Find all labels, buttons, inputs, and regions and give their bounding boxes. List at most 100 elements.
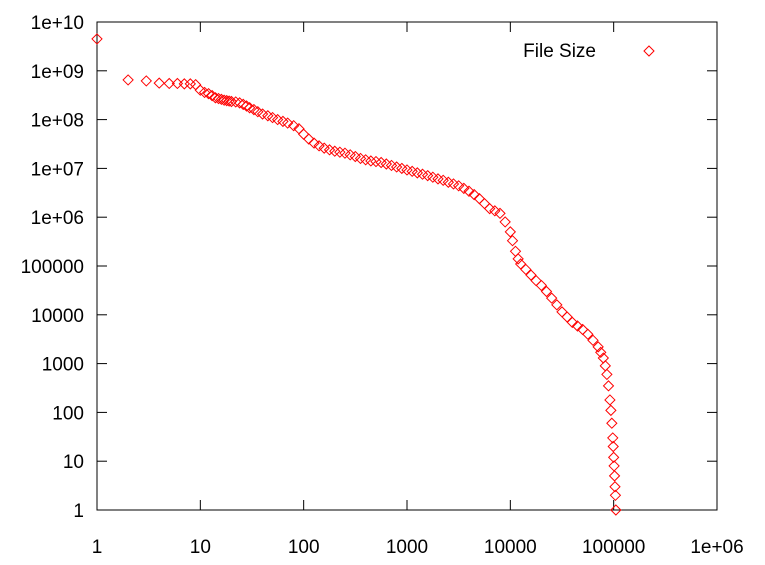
- data-point: [365, 155, 377, 167]
- data-point: [506, 234, 519, 247]
- data-point: [237, 98, 249, 111]
- data-point: [530, 274, 542, 287]
- data-point: [512, 253, 524, 265]
- data-point: [233, 97, 246, 109]
- data-point: [452, 180, 465, 192]
- y-tick-label: 1: [73, 501, 84, 522]
- data-point: [535, 279, 548, 292]
- data-point: [411, 167, 424, 179]
- data-point: [599, 360, 612, 372]
- data-point: [344, 149, 356, 161]
- data-point: [606, 417, 618, 429]
- data-point: [607, 440, 619, 453]
- x-axis: 1 10 100 1000 10000 100000 1e+06: [92, 22, 744, 558]
- data-point: [478, 197, 491, 210]
- y-tick-label: 100: [52, 403, 84, 424]
- y-tick-label: 1e+06: [31, 208, 84, 229]
- data-point: [153, 77, 165, 89]
- data-point: [406, 165, 418, 178]
- data-point: [334, 146, 346, 158]
- data-point: [390, 161, 403, 173]
- data-point: [458, 182, 470, 195]
- data-point: [609, 481, 621, 493]
- data-point: [354, 152, 367, 165]
- data-point: [163, 77, 175, 90]
- data-point: [385, 159, 398, 172]
- x-tick-label: 100: [288, 537, 320, 558]
- data-point: [225, 95, 238, 108]
- data-point: [206, 89, 218, 102]
- data-point: [221, 94, 233, 107]
- data-point: [566, 316, 579, 329]
- data-point: [610, 504, 622, 516]
- x-tick-label: 1000: [386, 537, 428, 558]
- data-point: [432, 173, 444, 185]
- data-point: [525, 269, 537, 281]
- data-point: [262, 110, 274, 122]
- data-point: [380, 158, 393, 170]
- data-point: [571, 320, 584, 332]
- data-point: [256, 108, 269, 120]
- data-point: [266, 111, 279, 124]
- x-tick-label: 100000: [582, 537, 645, 558]
- data-point: [520, 263, 532, 276]
- data-point: [122, 74, 134, 86]
- data-point: [416, 168, 429, 180]
- y-tick-label: 1e+10: [31, 13, 84, 34]
- data-point: [499, 216, 511, 228]
- data-point: [608, 470, 621, 482]
- series-0: [91, 33, 622, 516]
- data-point: [209, 92, 222, 104]
- data-point: [609, 489, 622, 502]
- y-tick-label: 1000: [42, 355, 84, 376]
- plot-border: [96, 21, 718, 511]
- y-tick-label: 1e+08: [31, 111, 84, 132]
- data-point: [582, 328, 594, 340]
- data-point: [349, 150, 362, 163]
- data-point: [607, 432, 619, 444]
- data-point: [140, 75, 153, 87]
- data-point: [427, 171, 439, 183]
- data-point: [602, 380, 615, 392]
- data-point: [551, 299, 563, 311]
- data-point: [601, 368, 613, 381]
- data-point: [442, 176, 455, 188]
- data-point: [468, 188, 480, 201]
- data-point: [421, 169, 434, 182]
- legend-label: File Size: [523, 41, 596, 62]
- data-point: [323, 144, 336, 156]
- data-point: [271, 113, 284, 126]
- y-tick-label: 1e+09: [31, 62, 84, 83]
- data-point: [463, 185, 475, 197]
- data-point: [308, 137, 320, 149]
- data-point: [540, 285, 553, 298]
- data-point: [303, 133, 315, 145]
- data-point: [483, 202, 496, 215]
- data-point: [202, 87, 215, 100]
- x-tick-label: 1e+06: [690, 537, 743, 558]
- data-point: [281, 117, 294, 129]
- data-point: [218, 94, 230, 106]
- plot-frame: [96, 21, 718, 511]
- x-tick-label: 10000: [484, 537, 537, 558]
- data-point: [318, 142, 330, 154]
- data-point: [313, 140, 325, 152]
- data-point: [595, 346, 607, 359]
- data-point: [561, 311, 573, 323]
- data-point: [587, 334, 599, 347]
- data-point: [339, 147, 351, 159]
- data-point: [287, 119, 300, 132]
- data-point: [545, 292, 558, 304]
- data-point: [277, 115, 289, 128]
- data-point: [437, 174, 449, 187]
- y-tick-label: 100000: [21, 257, 84, 278]
- x-tick-label: 10: [190, 537, 211, 558]
- data-point: [223, 95, 235, 107]
- data-point: [329, 145, 341, 157]
- legend: File Size: [523, 41, 655, 62]
- data-point: [489, 205, 501, 217]
- data-point: [401, 164, 413, 176]
- y-tick-label: 1e+07: [31, 159, 84, 180]
- data-point: [375, 156, 387, 169]
- y-tick-label: 10000: [31, 306, 84, 327]
